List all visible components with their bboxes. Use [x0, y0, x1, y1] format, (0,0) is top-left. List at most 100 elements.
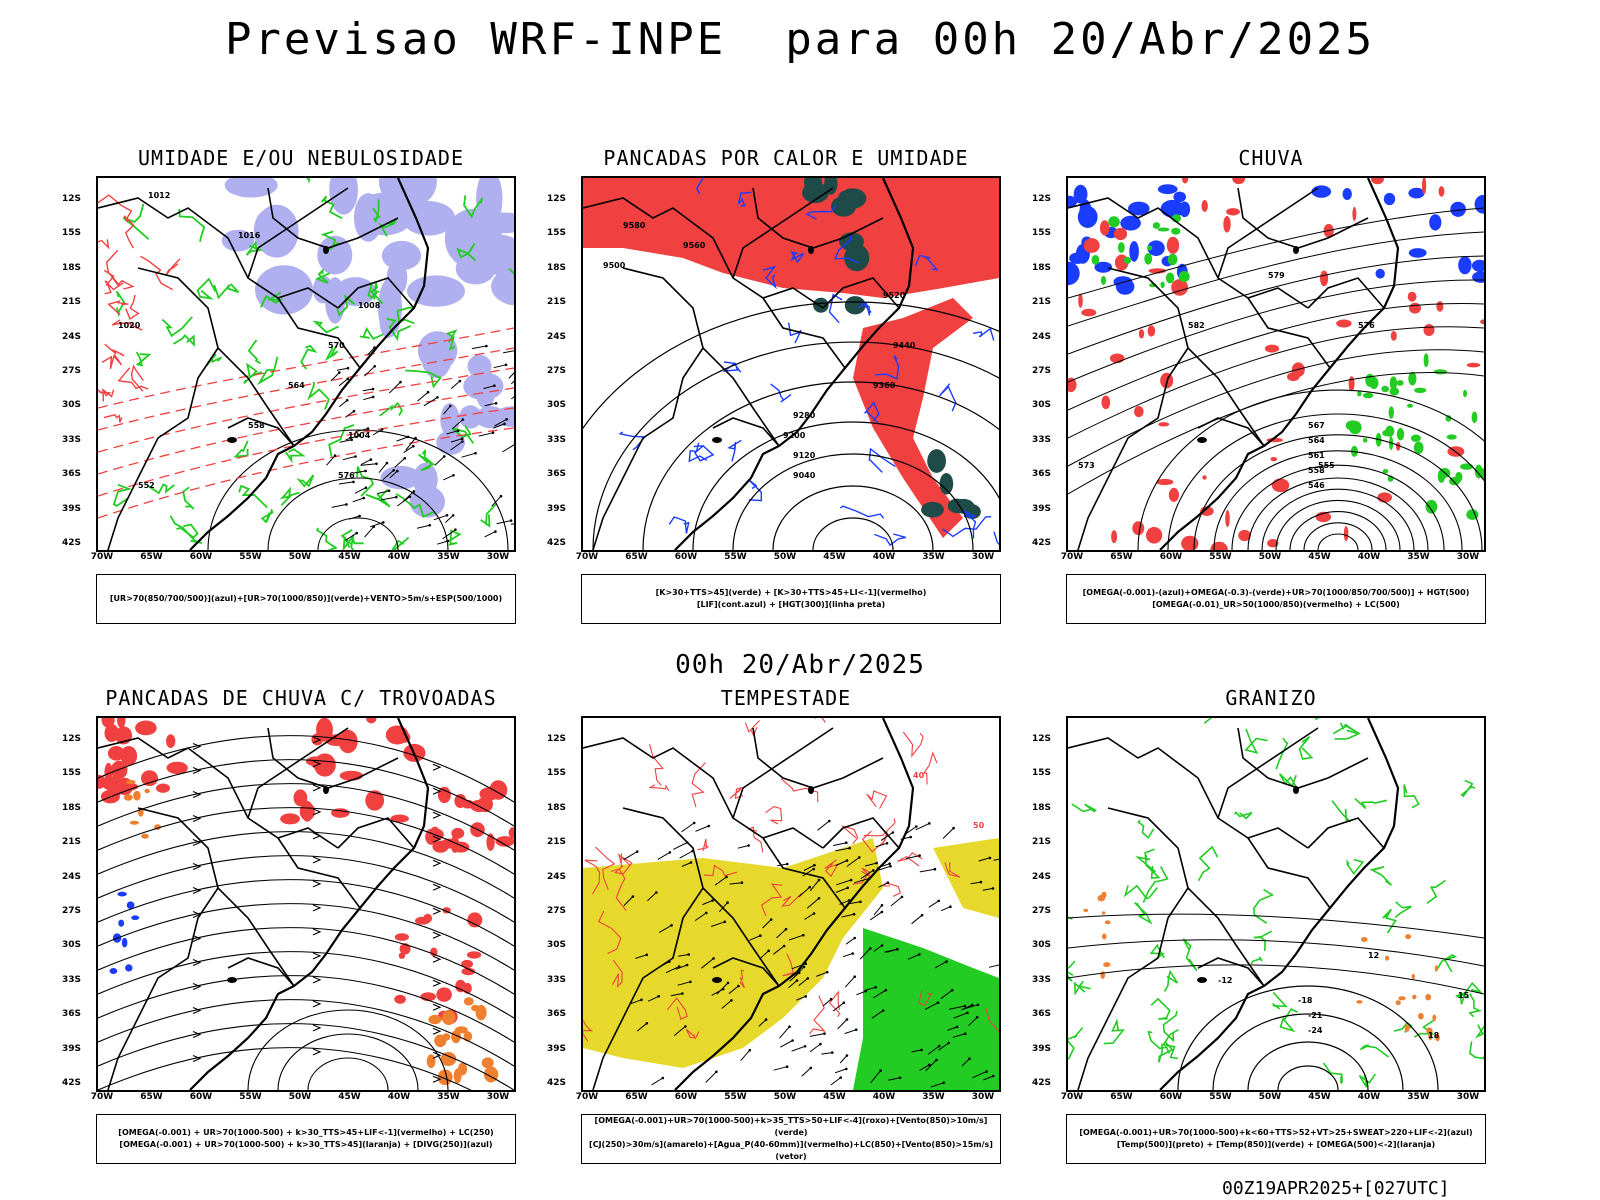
border-line	[1307, 277, 1385, 309]
longitude-tick-label: 50W	[1258, 552, 1282, 562]
longitude-tick-label: 40W	[872, 552, 896, 562]
latitude-tick-label: 12S	[1032, 194, 1052, 204]
border-line	[1077, 887, 1189, 1090]
latitude-tick-label: 39S	[1032, 503, 1052, 514]
latitude-tick-label: 12S	[62, 734, 82, 744]
longitude-tick-label: 45W	[338, 552, 361, 562]
latitude-tick-label: 15S	[1032, 768, 1052, 779]
longitude-tick-label: 60W	[674, 552, 698, 562]
latitude-tick-label: 12S	[62, 194, 82, 204]
border-line	[107, 887, 219, 1090]
latitude-tick-label: 27S	[1032, 906, 1052, 916]
contour-label: 9560	[683, 241, 706, 250]
map-canvas: 1012 1016 1020 1008 1004 576 570 564 558 552	[98, 178, 514, 550]
latitude-tick-label: 36S	[1032, 1009, 1052, 1020]
border-line	[1247, 837, 1331, 909]
latitude-tick-label: 27S	[62, 906, 82, 916]
border-line	[247, 187, 349, 279]
contour-label: 576	[1358, 321, 1375, 330]
contour-label: 1008	[358, 301, 381, 310]
latitude-tick-label: 15S	[547, 228, 567, 239]
border-line	[822, 817, 900, 849]
legend-line: [LIF](cont.azul) + [HGT(300)](linha pret…	[696, 600, 886, 609]
longitude-tick-label: 70W	[90, 1092, 114, 1102]
contour-label: 1020	[118, 321, 141, 330]
latitude-tick-label: 27S	[1032, 366, 1052, 376]
border-line	[277, 837, 361, 909]
contour-label: 552	[138, 481, 155, 490]
longitude-tick-label: 70W	[1060, 552, 1084, 562]
panel-title: GRANIZO	[1225, 686, 1317, 710]
longitude-tick-label: 40W	[1357, 552, 1381, 562]
latitude-tick-label: 21S	[1032, 297, 1052, 308]
border-line	[822, 277, 900, 309]
contour-label: 555	[1318, 461, 1335, 470]
latitude-tick-label: 42S	[62, 1078, 82, 1088]
latitude-tick-label: 33S	[547, 974, 567, 985]
longitude-tick-label: 55W	[239, 1092, 262, 1102]
latitude-tick-label: 18S	[547, 802, 567, 813]
longitude-tick-label: 55W	[724, 552, 747, 562]
border-line	[1247, 297, 1331, 369]
latitude-tick-label: 42S	[1032, 1078, 1052, 1088]
contour-label: -12	[1218, 976, 1232, 985]
legend-box: [K>30+TTS>45](verde) + [K>30+TTS>45+LI<-…	[581, 574, 1001, 624]
latitude-tick-label: 42S	[547, 538, 567, 548]
latitude-tick-label: 24S	[547, 331, 567, 342]
latitude-tick-label: 12S	[547, 194, 567, 204]
border-line	[227, 417, 295, 447]
border-line	[1068, 197, 1309, 309]
contour-label: 9360	[873, 381, 896, 390]
panel-title: PANCADAS DE CHUVA C/ TROVOADAS	[105, 686, 497, 710]
latitude-tick-label: 39S	[62, 1043, 82, 1054]
contour-label: 9580	[623, 221, 646, 230]
latitude-tick-label: 42S	[62, 538, 82, 548]
panel-umidade: UMIDADE E/OU NEBULOSIDADE 12S 15S 18S 21S 24S…	[56, 146, 546, 624]
longitude-tick-label: 70W	[1060, 1092, 1084, 1102]
border-line	[1077, 347, 1189, 550]
latitude-tick-label: 24S	[1032, 871, 1052, 882]
latitude-tick-label: 33S	[62, 434, 82, 445]
latitude-tick-label: 27S	[547, 366, 567, 376]
panel-tempestade: TEMPESTADE 12S 15S 18S 21S 24S 27S 30S 33S 36S 39S…	[541, 686, 1031, 1164]
latitude-tick-label: 39S	[1032, 1043, 1052, 1054]
forecast-date-label: 00h 20/Abr/2025	[675, 650, 925, 680]
contour-label: 561	[1308, 451, 1325, 460]
border-line	[1197, 417, 1265, 447]
contour-label: 570	[328, 341, 345, 350]
latitude-tick-label: 30S	[62, 400, 82, 411]
longitude-tick-label: 30W	[1456, 1092, 1480, 1102]
contour-label: 9280	[793, 411, 816, 420]
panel-granizo: GRANIZO 12S 15S 18S 21S 24S 27S 30S 33S 36S 39S 42S…	[1026, 686, 1516, 1164]
latitude-tick-label: 30S	[62, 940, 82, 951]
latitude-tick-label: 30S	[1032, 940, 1052, 951]
latitude-tick-label: 18S	[62, 262, 82, 273]
border-line	[277, 297, 361, 369]
map-canvas	[98, 718, 514, 1090]
latitude-tick-label: 18S	[1032, 262, 1052, 273]
panel-chuva: CHUVA 12S 15S 18S 21S 24S 27S 30S 33S 36S 39S 42S 70…	[1026, 146, 1516, 624]
longitude-tick-label: 45W	[1308, 552, 1331, 562]
border-line	[712, 417, 780, 447]
latitude-tick-label: 36S	[547, 1009, 567, 1020]
longitude-tick-label: 30W	[486, 1092, 510, 1102]
longitude-tick-label: 35W	[1407, 1092, 1430, 1102]
longitude-tick-label: 55W	[1209, 552, 1232, 562]
latitude-tick-label: 33S	[62, 974, 82, 985]
contour-label: 564	[288, 381, 305, 390]
border-line	[98, 737, 339, 849]
longitude-tick-label: 50W	[288, 552, 312, 562]
border-line	[247, 727, 349, 819]
longitude-tick-label: 45W	[823, 1092, 846, 1102]
longitude-tick-label: 60W	[189, 552, 213, 562]
latitude-tick-label: 12S	[547, 734, 567, 744]
latitude-tick-label: 15S	[62, 228, 82, 239]
map-canvas: 40 50	[583, 718, 999, 1090]
latitude-tick-label: 33S	[547, 434, 567, 445]
latitude-tick-label: 36S	[62, 1009, 82, 1020]
longitude-tick-label: 60W	[189, 1092, 213, 1102]
border-line	[752, 187, 884, 249]
longitude-tick-label: 70W	[575, 1092, 599, 1102]
panel-title: CHUVA	[1238, 146, 1304, 170]
